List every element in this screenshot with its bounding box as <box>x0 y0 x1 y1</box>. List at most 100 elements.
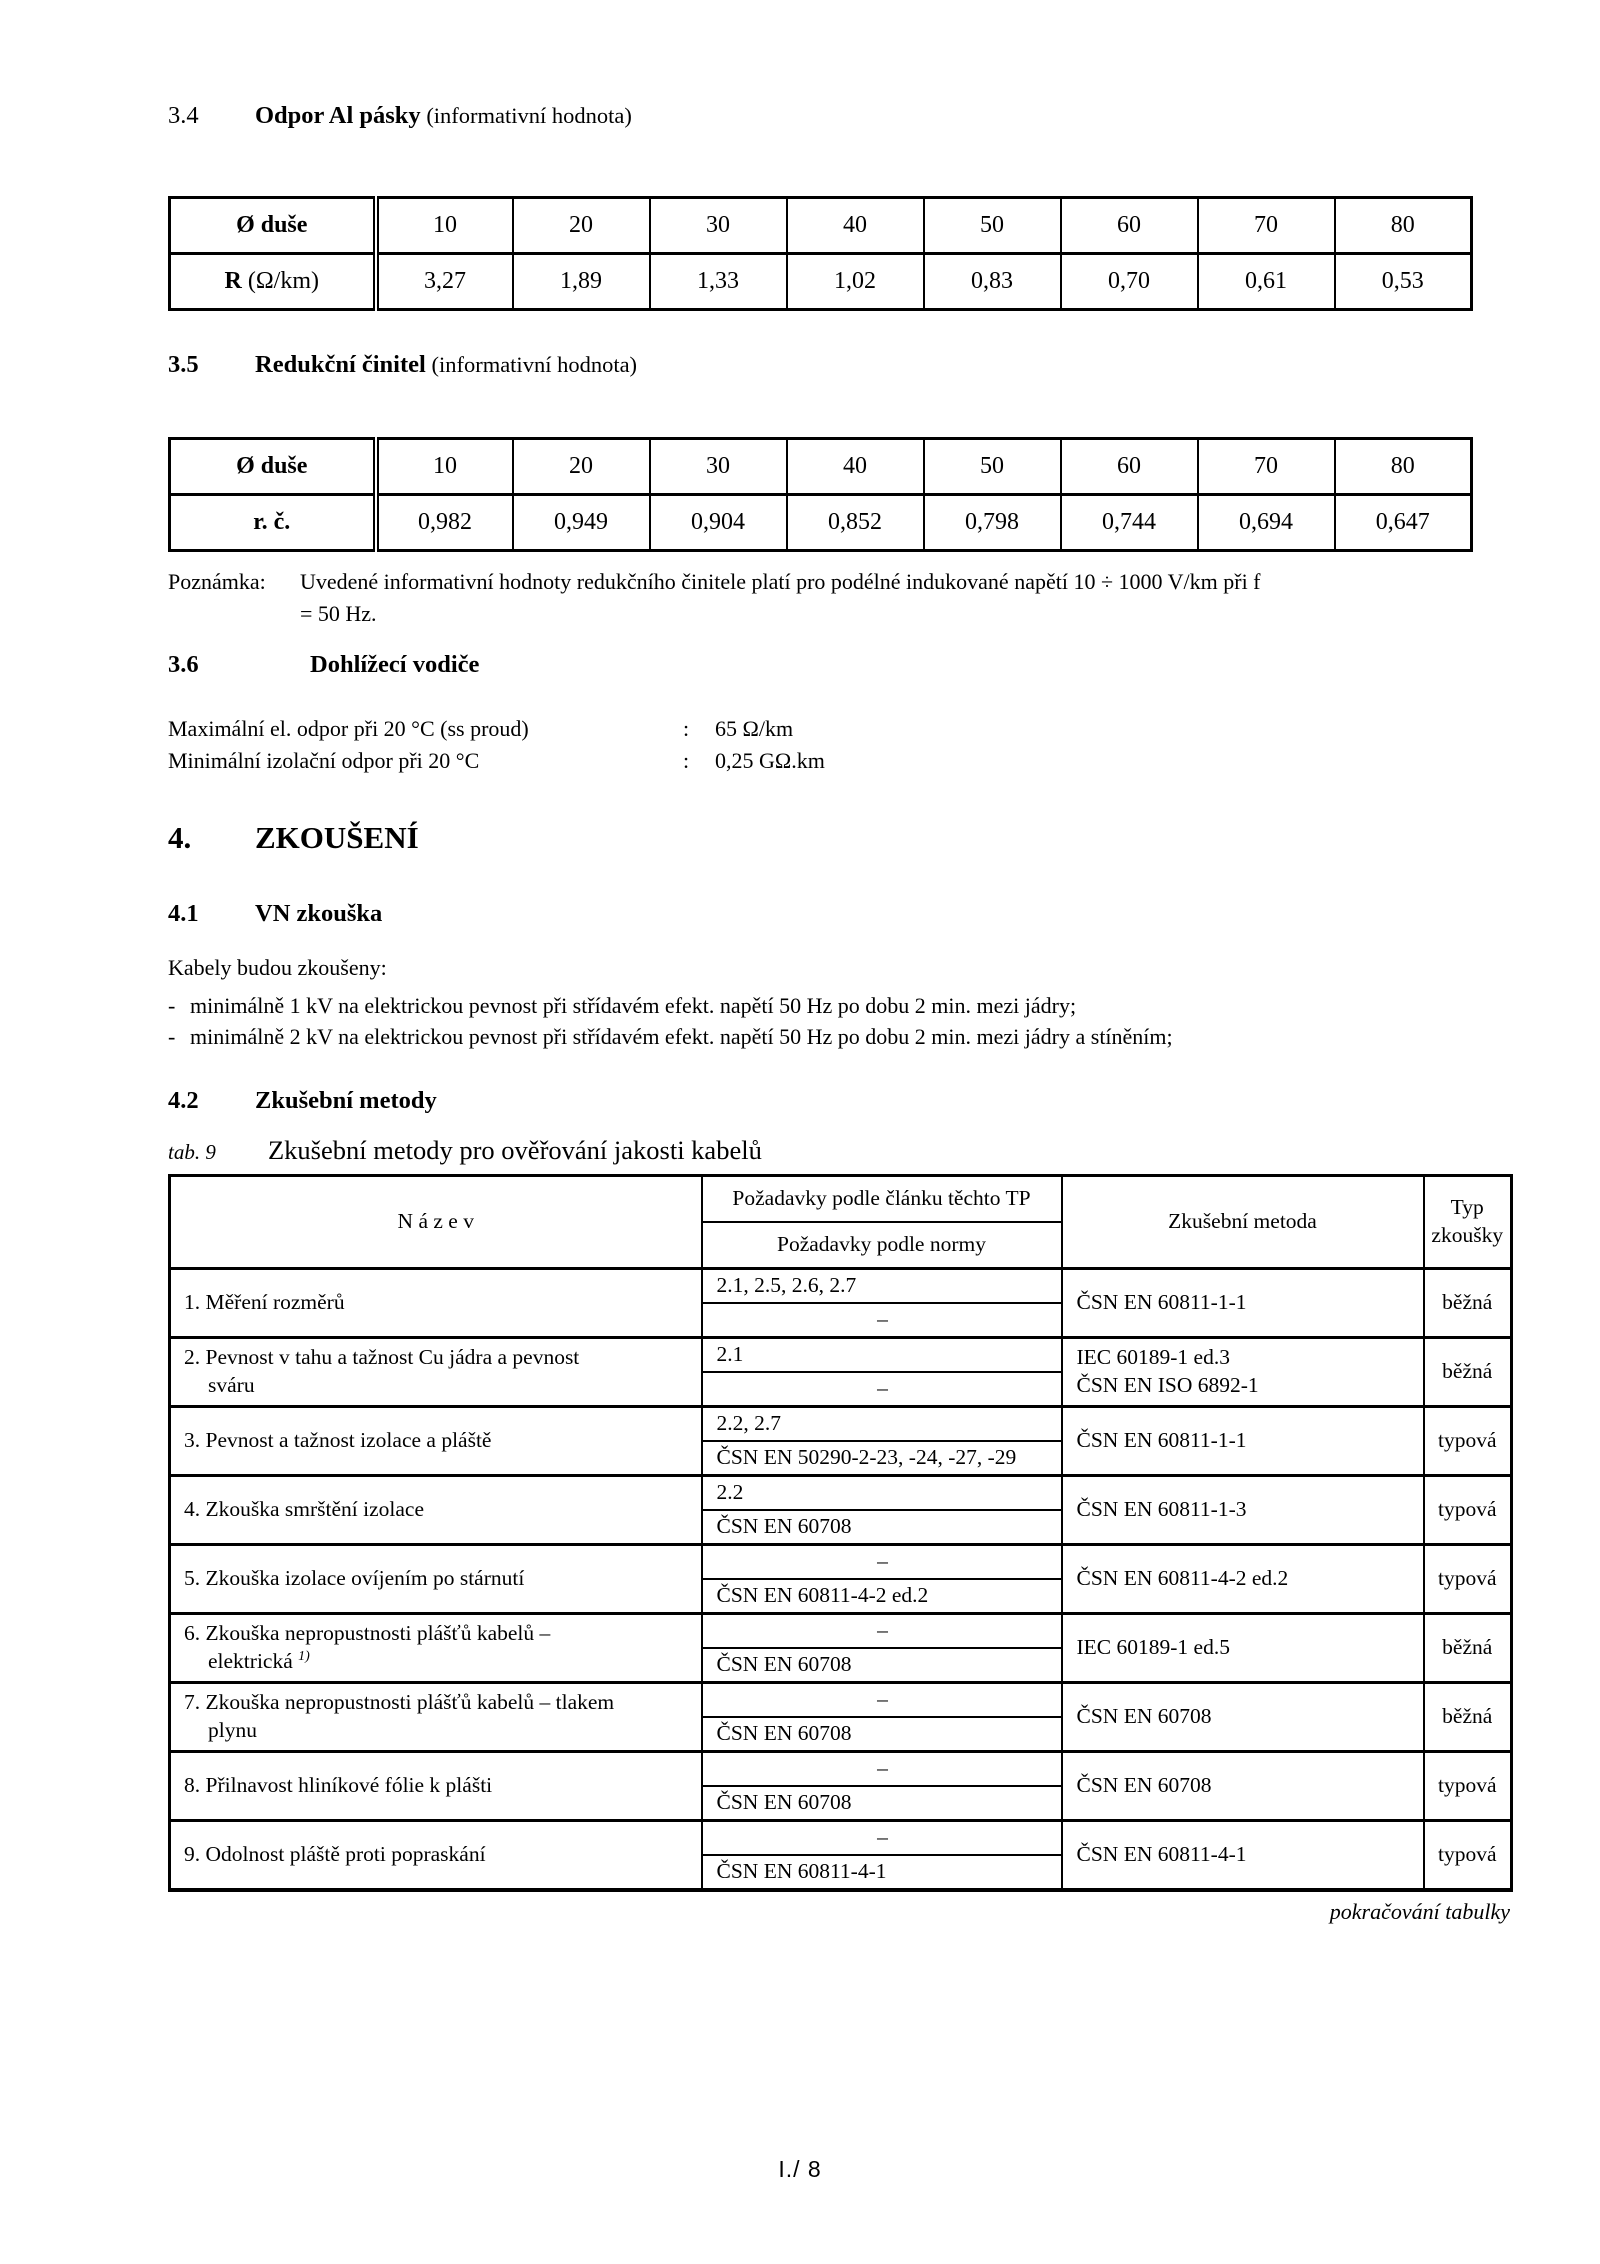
metoda-line-2: ČSN EN ISO 6892-1 <box>1076 1372 1259 1397</box>
cell-metoda: ČSN EN 60811-4-2 ed.2 <box>1060 1542 1425 1615</box>
cell-tp: – <box>700 1542 1063 1580</box>
table-cell: 10 <box>374 196 514 255</box>
heading-number: 4.1 <box>168 899 199 927</box>
table-cell: 30 <box>648 196 788 255</box>
cell-typ: běžná <box>1422 1335 1513 1408</box>
table-cell: 0,70 <box>1059 252 1199 311</box>
heading-suffix: (informativní hodnota) <box>425 351 638 377</box>
table-header-row: Ø duše 10 20 30 40 50 60 70 80 <box>168 196 1473 255</box>
cell-metoda: IEC 60189-1 ed.5 <box>1060 1611 1425 1684</box>
table-row: 7. Zkouška nepropustnosti plášťů kabelů … <box>168 1680 1513 1753</box>
cell-name: 2. Pevnost v tahu a tažnost Cu jádra a p… <box>168 1335 703 1408</box>
cell-tp: – <box>700 1680 1063 1718</box>
cell-typ: typová <box>1422 1749 1513 1822</box>
table-cell: 20 <box>511 437 651 496</box>
table-row-sub: ČSN EN 60708 <box>170 1715 1512 1753</box>
spec-colon: : <box>683 716 690 742</box>
name-line: 4. Zkouška smrštění izolace <box>184 1496 425 1521</box>
table-cell: 40 <box>785 196 925 255</box>
cell-typ: běžná <box>1422 1611 1513 1684</box>
cell-name: 9. Odolnost pláště proti popraskání <box>168 1818 703 1891</box>
cell-norma: ČSN EN 50290-2-23, -24, -27, -29 <box>700 1439 1063 1477</box>
table-cell: 10 <box>374 437 514 496</box>
cell-metoda: ČSN EN 60708 <box>1060 1680 1425 1753</box>
cell-metoda: ČSN EN 60811-1-1 <box>1060 1266 1425 1339</box>
cell-typ: typová <box>1422 1542 1513 1615</box>
heading-number: 3.5 <box>168 350 199 378</box>
header-typ: Typ zkoušky <box>1422 1174 1513 1270</box>
table-row-sub: ČSN EN 60708 <box>170 1784 1512 1822</box>
name-line: 8. Přilnavost hliníkové fólie k plášti <box>184 1772 493 1797</box>
metoda-line: ČSN EN 60811-4-1 <box>1076 1841 1247 1866</box>
table-row-sub: ČSN EN 50290-2-23, -24, -27, -29 <box>170 1439 1512 1477</box>
table-row: 6. Zkouška nepropustnosti plášťů kabelů … <box>168 1611 1513 1684</box>
name-line: 5. Zkouška izolace ovíjením po stárnutí <box>184 1565 525 1590</box>
table-header-row: Ø duše 10 20 30 40 50 60 70 80 <box>168 437 1473 496</box>
note: Poznámka: Uvedené informativní hodnoty r… <box>168 566 1510 630</box>
heading-3-4: 3.4 Odpor Al pásky (informativní hodnota) <box>168 100 1510 132</box>
name-line: 1. Měření rozměrů <box>184 1289 345 1314</box>
table-row: 3. Pevnost a tažnost izolace a pláště 2.… <box>168 1404 1513 1477</box>
cell-tp: 2.1 <box>700 1335 1063 1373</box>
row-label-symbol: R <box>224 267 242 294</box>
name-line: 6. Zkouška nepropustnosti plášťů kabelů … <box>184 1620 551 1645</box>
cell-metoda: ČSN EN 60811-1-1 <box>1060 1404 1425 1477</box>
table-cell: 1,02 <box>785 252 925 311</box>
name-line: 3. Pevnost a tažnost izolace a pláště <box>184 1427 492 1452</box>
table-row-sub: ČSN EN 60708 <box>170 1508 1512 1546</box>
cell-tp: 2.2 <box>700 1473 1063 1511</box>
cell-tp: – <box>700 1818 1063 1856</box>
cell-name: 7. Zkouška nepropustnosti plášťů kabelů … <box>168 1680 703 1753</box>
heading-4-2: 4.2 Zkušební metody <box>168 1085 1510 1117</box>
spec-row: Maximální el. odpor při 20 °C (ss proud)… <box>168 713 1510 745</box>
note-text: Uvedené informativní hodnoty redukčního … <box>300 566 1510 630</box>
table-row-sub: ČSN EN 60811-4-2 ed.2 <box>170 1577 1512 1615</box>
cell-name: 4. Zkouška smrštění izolace <box>168 1473 703 1546</box>
heading-title: VN zkouška <box>255 899 383 927</box>
table-row-sub: ČSN EN 60811-4-1 <box>170 1853 1512 1891</box>
table-cell: 1,33 <box>648 252 788 311</box>
table-cell: 0,949 <box>511 493 651 552</box>
table-caption-title: Zkušební metody pro ověřování jakosti ka… <box>268 1135 762 1166</box>
note-line-2: = 50 Hz. <box>300 600 377 626</box>
name-line-2: elektrická 1) <box>184 1648 689 1676</box>
table-row: 8. Přilnavost hliníkové fólie k plášti –… <box>168 1749 1513 1822</box>
table-caption: tab. 9 Zkušební metody pro ověřování jak… <box>168 1131 1510 1169</box>
table-row-sub: – <box>170 1370 1512 1408</box>
heading-title: Dohlížecí vodiče <box>310 651 480 679</box>
spec-colon: : <box>683 748 690 774</box>
name-line: 2. Pevnost v tahu a tažnost Cu jádra a p… <box>184 1344 580 1369</box>
cell-norma: ČSN EN 60708 <box>700 1646 1063 1684</box>
bullet-text: minimálně 2 kV na elektrickou pevnost př… <box>190 1024 1173 1050</box>
table-cell: 0,53 <box>1333 252 1473 311</box>
document-content: 3.4 Odpor Al pásky (informativní hodnota)… <box>168 100 1513 1924</box>
name-line-2-text: elektrická <box>208 1648 299 1673</box>
table-corner-cell: Ø duše <box>168 196 379 255</box>
spec-value: 65 Ω/km <box>715 716 794 742</box>
name-line: 9. Odolnost pláště proti popraskání <box>184 1841 486 1866</box>
cell-tp: – <box>700 1611 1063 1649</box>
table-cell: 0,83 <box>922 252 1062 311</box>
cell-typ: typová <box>1422 1818 1513 1891</box>
table-row: 5. Zkouška izolace ovíjením po stárnutí … <box>168 1542 1513 1615</box>
table-cell: 70 <box>1196 437 1336 496</box>
table-cell: 3,27 <box>374 252 514 311</box>
header-metoda: Zkušební metoda <box>1060 1174 1425 1270</box>
bullet-dash: - <box>168 992 176 1018</box>
cell-metoda: ČSN EN 60708 <box>1060 1749 1425 1822</box>
table-row: 4. Zkouška smrštění izolace 2.2 ČSN EN 6… <box>168 1473 1513 1546</box>
cell-tp: – <box>700 1749 1063 1787</box>
cell-metoda: IEC 60189-1 ed.3 ČSN EN ISO 6892-1 <box>1060 1335 1425 1408</box>
metoda-line: ČSN EN 60708 <box>1076 1703 1212 1728</box>
cell-name: 6. Zkouška nepropustnosti plášťů kabelů … <box>168 1611 703 1684</box>
bullet-dash: - <box>168 1024 176 1050</box>
heading-3-5: 3.5 Redukční činitel (informativní hodnot… <box>168 349 1510 381</box>
cell-typ: typová <box>1422 1404 1513 1477</box>
cell-norma: ČSN EN 60811-4-1 <box>700 1853 1063 1891</box>
note-line-1: Uvedené informativní hodnoty redukčního … <box>300 568 1261 594</box>
row-label-unit: (Ω/km) <box>241 267 319 294</box>
table-cell: 60 <box>1059 196 1199 255</box>
cell-tp: 2.2, 2.7 <box>700 1404 1063 1442</box>
spec-list: Maximální el. odpor při 20 °C (ss proud)… <box>168 713 1510 777</box>
